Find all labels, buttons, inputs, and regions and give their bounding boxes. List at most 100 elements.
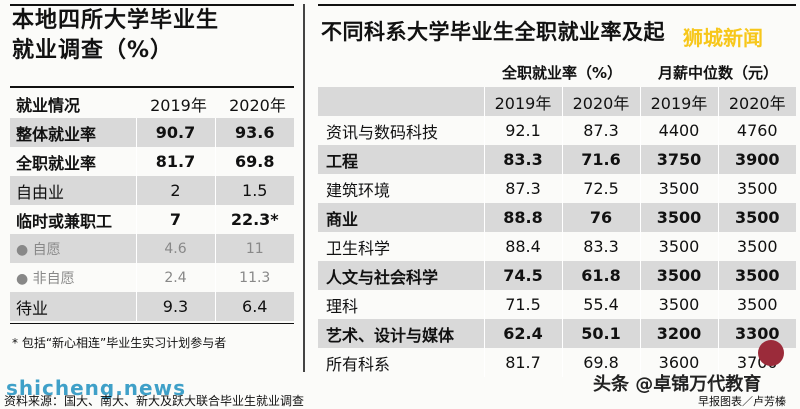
right-group-rate: 全职就业率（%） xyxy=(501,64,623,82)
row-value-2020: 6.4 xyxy=(214,292,294,321)
right-table-row: 资讯与数码科技 92.1 87.3 4400 4760 xyxy=(318,116,796,145)
row-label: 全职就业率 xyxy=(16,153,97,173)
row-label: 整体就业率 xyxy=(10,118,136,147)
major-label: 所有科系 xyxy=(326,354,391,374)
right-table: 全职就业率（%） 月薪中位数（元） 2019年 2020年 2019年 2020… xyxy=(318,58,796,377)
row-value-2019: 2 xyxy=(135,176,215,205)
major-value-b: 55.4 xyxy=(561,290,640,319)
row-value-2019: 7 xyxy=(135,205,215,234)
major-value-c: 3500 xyxy=(639,290,718,319)
right-table-row: 理科 71.5 55.4 3500 3500 xyxy=(318,290,796,319)
major-value-c: 3500 xyxy=(639,261,718,290)
left-bottom-rule xyxy=(10,323,294,324)
row-label: 临时或兼职工 xyxy=(16,211,113,231)
major-value-d: 3500 xyxy=(717,174,796,203)
watermark-bottom-right: 头条 @卓锦万代教育 xyxy=(593,374,762,395)
major-label: 卫生科学 xyxy=(326,238,391,258)
major-value-c: 4400 xyxy=(639,116,718,145)
major-value-a: 62.4 xyxy=(483,319,562,348)
major-value-b: 69.8 xyxy=(561,348,640,377)
major-value-c: 3500 xyxy=(639,174,718,203)
major-value-a: 81.7 xyxy=(483,348,562,377)
major-value-a: 83.3 xyxy=(483,145,562,174)
major-value-d: 4760 xyxy=(717,116,796,145)
major-label: 艺术、设计与媒体 xyxy=(318,319,484,348)
row-value-2019: 4.6 xyxy=(135,234,215,263)
major-value-a: 92.1 xyxy=(483,116,562,145)
left-table-row: 整体就业率 90.7 93.6 xyxy=(10,118,294,147)
major-value-a: 71.5 xyxy=(483,290,562,319)
right-table-row: 工程 83.3 71.6 3750 3900 xyxy=(318,145,796,174)
major-value-b: 87.3 xyxy=(561,116,640,145)
row-label: 自由业 xyxy=(10,176,136,205)
right-table-row: 所有科系 81.7 69.8 3600 3700 xyxy=(318,348,796,377)
watermark-bottom-left: shicheng.news xyxy=(6,376,186,400)
left-table-row: ● 自愿 4.6 11 xyxy=(10,234,294,263)
left-header-2020: 2020年 xyxy=(229,95,286,115)
row-value-2020: 11 xyxy=(214,234,294,263)
left-header-label: 就业情况 xyxy=(16,95,81,115)
right-group-salary: 月薪中位数（元） xyxy=(657,64,778,82)
left-header-rule xyxy=(10,86,294,88)
row-value-2020: 1.5 xyxy=(214,176,294,205)
left-table-row: 全职就业率 81.7 69.8 xyxy=(10,147,294,176)
column-divider xyxy=(303,4,305,372)
major-value-a: 74.5 xyxy=(483,261,562,290)
left-top-bar xyxy=(10,4,294,6)
right-year-2: 2020年 xyxy=(561,87,640,116)
right-top-bar xyxy=(318,4,796,6)
major-value-a: 87.3 xyxy=(483,174,562,203)
major-value-d: 3500 xyxy=(717,232,796,261)
right-year-1: 2019年 xyxy=(483,87,562,116)
row-value-2019: 2.4 xyxy=(135,263,215,292)
right-table-row: 商业 88.8 76 3500 3500 xyxy=(318,203,796,232)
right-year-4: 2020年 xyxy=(717,87,796,116)
major-value-d: 3500 xyxy=(717,290,796,319)
major-label: 理科 xyxy=(326,296,359,316)
row-value-2020: 69.8 xyxy=(214,147,294,176)
major-value-d: 3500 xyxy=(717,261,796,290)
major-value-b: 76 xyxy=(561,203,640,232)
major-label: 资讯与数码科技 xyxy=(326,122,439,142)
row-value-2020: 93.6 xyxy=(214,118,294,147)
major-value-b: 61.8 xyxy=(561,261,640,290)
major-value-c: 3200 xyxy=(639,319,718,348)
major-label: 工程 xyxy=(318,145,484,174)
right-year-3: 2019年 xyxy=(639,87,718,116)
row-value-2020: 22.3* xyxy=(214,205,294,234)
right-table-row: 艺术、设计与媒体 62.4 50.1 3200 3300 xyxy=(318,319,796,348)
major-value-b: 72.5 xyxy=(561,174,640,203)
left-table-row: 待业 9.3 6.4 xyxy=(10,292,294,321)
major-value-a: 88.8 xyxy=(483,203,562,232)
left-title-line2: 就业调查（%） xyxy=(12,38,174,63)
row-value-2019: 9.3 xyxy=(135,292,215,321)
row-label: ● 自愿 xyxy=(10,234,136,263)
row-value-2019: 90.7 xyxy=(135,118,215,147)
left-table-header: 就业情况 2019年 2020年 xyxy=(10,89,294,118)
major-value-b: 50.1 xyxy=(561,319,640,348)
right-table-row: 建筑环境 87.3 72.5 3500 3500 xyxy=(318,174,796,203)
major-value-d: 3300 xyxy=(717,319,796,348)
left-header-2019: 2019年 xyxy=(150,95,207,115)
credit-text: 早报图表／卢芳榛 xyxy=(698,395,786,408)
watermark-top: 狮城新闻 xyxy=(683,26,763,50)
right-title: 不同科系大学毕业生全职就业率及起 xyxy=(321,20,665,44)
major-value-a: 88.4 xyxy=(483,232,562,261)
major-value-c: 3600 xyxy=(639,348,718,377)
left-table-row: ● 非自愿 2.4 11.3 xyxy=(10,263,294,292)
major-label: 建筑环境 xyxy=(326,180,391,200)
left-title: 本地四所大学毕业生 就业调查（%） xyxy=(12,6,219,66)
row-label: 待业 xyxy=(10,292,136,321)
row-label: ● 非自愿 xyxy=(16,270,75,287)
major-value-d: 3900 xyxy=(717,145,796,174)
source-text: 资料来源：国大、南大、新大及跃大联合毕业生就业调查 xyxy=(4,394,305,408)
major-value-d: 3500 xyxy=(717,203,796,232)
row-value-2020: 11.3 xyxy=(214,263,294,292)
major-label: 人文与社会科学 xyxy=(318,261,484,290)
left-footnote: * 包括“新心相连”毕业生实习计划参与者 xyxy=(12,336,227,350)
left-table-row: 自由业 2 1.5 xyxy=(10,176,294,205)
major-value-b: 83.3 xyxy=(561,232,640,261)
major-label: 商业 xyxy=(318,203,484,232)
major-value-c: 3750 xyxy=(639,145,718,174)
major-value-c: 3500 xyxy=(639,232,718,261)
